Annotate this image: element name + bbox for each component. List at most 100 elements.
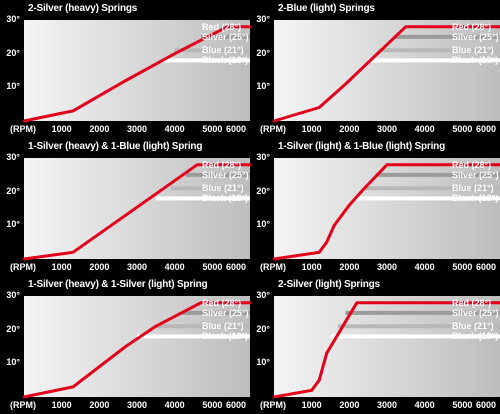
legend-label: Red (28°) (202, 159, 242, 170)
y-tick-label: 20° (6, 185, 20, 196)
x-tick-label: 5000 (202, 400, 223, 410)
legend-label: Red (28°) (452, 21, 492, 32)
legend-label: Black (18°) (202, 193, 249, 204)
x-tick-label: 2000 (339, 124, 360, 134)
x-tick-label: 1000 (51, 400, 72, 410)
y-tick-label: 20° (6, 323, 20, 334)
data-point (124, 345, 128, 348)
legend-label: Blue (21°) (202, 321, 244, 332)
chart-panel: 2-Silver (heavy) Springs 10° 20° 30° (RPM) 10… (0, 0, 252, 138)
chart-panel: 2-Blue (light) Springs 10° 20° 30° (RPM) 1000… (250, 0, 500, 138)
x-axis-label: (RPM) (260, 262, 286, 272)
data-point (173, 52, 177, 56)
chart-plot (22, 158, 252, 261)
legend-label: Silver (25°) (452, 169, 499, 180)
x-tick-label: 1000 (301, 262, 322, 272)
legend-label: Black (18°) (452, 193, 499, 204)
y-tick-label: 30° (256, 152, 270, 162)
chart-title: 2-Silver (heavy) Springs (28, 3, 138, 14)
y-tick-label: 30° (256, 14, 270, 24)
data-point (71, 250, 75, 254)
data-point (22, 257, 26, 261)
x-axis-label: (RPM) (10, 124, 36, 134)
data-point (317, 250, 321, 254)
x-tick-label: 4000 (164, 124, 185, 134)
data-point (124, 79, 128, 82)
legend-label: Black (18°) (202, 55, 249, 66)
data-point (124, 213, 128, 217)
series-line (23, 25, 250, 123)
x-tick-label: 1000 (51, 262, 72, 272)
x-tick-label: 5000 (452, 400, 473, 410)
series-line (273, 301, 500, 399)
data-point (71, 385, 75, 389)
data-point (154, 324, 158, 328)
x-tick-label: 1000 (301, 400, 322, 410)
data-point (317, 378, 321, 382)
data-point (310, 388, 314, 392)
chart-title: 1-Silver (heavy) & 1-Blue (light) Spring (28, 141, 203, 152)
chart-title: 2-Silver (light) Springs (278, 279, 380, 290)
legend-label: Red (28°) (202, 21, 242, 32)
y-tick-label: 30° (6, 14, 20, 24)
x-tick-label: 1000 (51, 124, 72, 134)
data-point (248, 301, 252, 305)
legend-label: Black (18°) (452, 331, 499, 342)
chart-panel: 1-Silver (heavy) & 1-Blue (light) Spring… (0, 138, 252, 276)
series-line (23, 301, 250, 399)
legend-label: Silver (25°) (202, 169, 249, 180)
data-point (22, 395, 26, 399)
data-point (363, 186, 366, 190)
legend-label: Silver (25°) (452, 307, 499, 318)
x-tick-label: 2000 (339, 262, 360, 272)
chart-panel: 2-Silver (light) Springs 10° 20° 30° (RPM) 10… (250, 276, 500, 414)
x-tick-label: 5000 (202, 124, 223, 134)
x-tick-label: 3000 (377, 400, 398, 410)
x-tick-label: 4000 (164, 400, 185, 410)
x-tick-label: 2000 (89, 262, 110, 272)
x-tick-label: 6000 (476, 262, 497, 272)
data-point (272, 395, 276, 399)
data-point (332, 223, 336, 227)
data-point (226, 25, 229, 29)
chart-plot (22, 20, 252, 123)
data-point (317, 106, 321, 109)
legend-label: Silver (25°) (202, 31, 249, 42)
x-tick-label: 6000 (226, 124, 247, 134)
x-tick-label: 2000 (89, 124, 110, 134)
x-tick-label: 4000 (414, 262, 435, 272)
y-tick-label: 30° (6, 152, 20, 162)
x-tick-label: 6000 (226, 400, 247, 410)
legend-label: Red (28°) (452, 297, 492, 308)
y-tick-label: 20° (256, 323, 270, 334)
legend-label: Red (28°) (452, 159, 492, 170)
y-tick-label: 10° (6, 357, 20, 368)
legend-label: Black (18°) (452, 55, 499, 66)
data-point (344, 82, 347, 86)
x-tick-label: 6000 (226, 262, 247, 272)
legend-label: Red (28°) (202, 297, 242, 308)
x-tick-label: 4000 (414, 400, 435, 410)
data-point (248, 163, 252, 167)
x-tick-label: 4000 (414, 124, 435, 134)
data-point (22, 119, 26, 123)
data-point (385, 163, 389, 167)
x-axis-label: (RPM) (260, 124, 286, 134)
y-tick-label: 10° (256, 81, 270, 92)
chart-plot (22, 296, 252, 399)
data-point (325, 351, 329, 355)
legend-label: Blue (21°) (452, 45, 494, 56)
x-tick-label: 4000 (164, 262, 185, 272)
legend-label: Blue (21°) (202, 183, 244, 194)
y-tick-label: 20° (256, 47, 270, 58)
chart-plot (272, 296, 500, 399)
data-point (272, 119, 276, 123)
data-point (199, 301, 203, 305)
x-tick-label: 3000 (377, 124, 398, 134)
y-tick-label: 20° (256, 185, 270, 196)
y-tick-label: 10° (256, 219, 270, 230)
chart-title: 1-Silver (light) & 1-Blue (light) Spring (278, 141, 446, 152)
x-tick-label: 3000 (127, 400, 148, 410)
legend-label: Blue (21°) (202, 45, 244, 56)
